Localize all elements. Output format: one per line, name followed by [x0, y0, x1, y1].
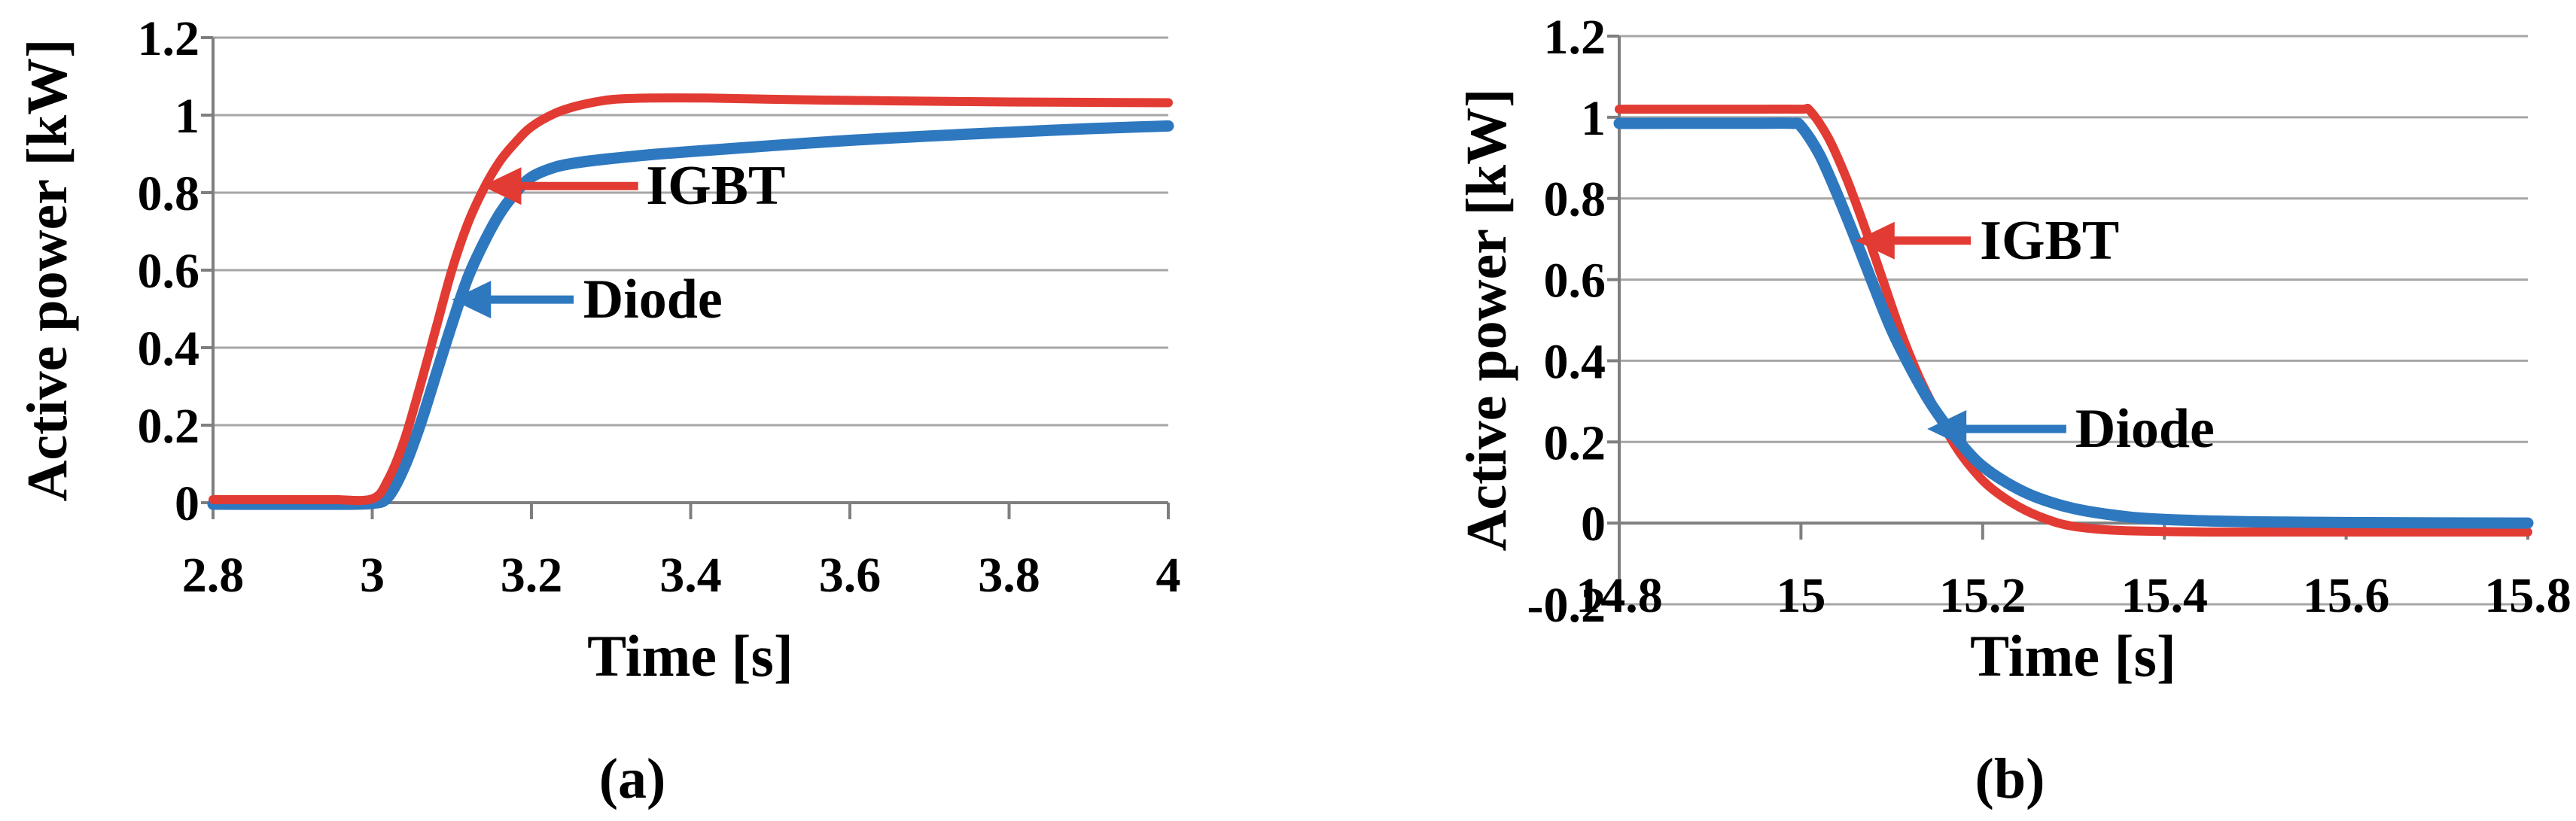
chart-b-x-tick-label: 14.8 [1576, 568, 1663, 623]
chart-a-x-tick-label: 2.8 [182, 548, 245, 603]
chart-b-y-axis-title: Active power [kW] [1455, 88, 1518, 552]
series-label-diode-b: Diode [2075, 398, 2215, 461]
chart-b-y-tick-label: 1 [1581, 91, 1606, 146]
chart-a-x-tick-label: 3.8 [978, 548, 1040, 603]
chart-b-y-tick-label: 0.2 [1544, 415, 1606, 470]
chart-a-y-tick-label: 1 [175, 89, 199, 144]
chart-b-y-tick-label: 0.8 [1544, 172, 1606, 227]
chart-a-x-tick-label: 3.6 [819, 548, 882, 603]
chart-b-x-axis-title: Time [s] [1970, 623, 2176, 689]
chart-a-y-axis-title: Active power [kW] [16, 38, 79, 502]
chart-a-y-tick-label: 0.2 [138, 399, 200, 454]
chart-a-x-tick-label: 3.2 [501, 548, 563, 603]
chart-b-y-tick-label: 1.2 [1544, 10, 1606, 65]
chart-a-igbt-arrowhead [482, 167, 522, 205]
chart-a-x-axis-title: Time [s] [587, 623, 793, 689]
chart-b-series-diode-curve [1613, 117, 2534, 529]
chart-b-diode-arrowhead [1927, 410, 1967, 449]
series-label-igbt-b: IGBT [1980, 209, 2120, 272]
chart-b-y-tick-label: 0.4 [1544, 334, 1606, 389]
chart-a-y-tick-label: 0.6 [138, 244, 200, 299]
series-label-igbt-a: IGBT [646, 155, 786, 217]
subfigure-a-caption: (a) [598, 747, 666, 810]
subfigure-b-caption: (b) [1975, 747, 2045, 810]
chart-a-x-tick-label: 4 [1156, 548, 1181, 603]
chart-b-x-tick-label: 15.8 [2484, 568, 2571, 623]
chart-b-igbt-arrowhead [1855, 221, 1895, 260]
chart-b-y-tick-label: 0 [1581, 497, 1606, 552]
chart-a-x-tick-label: 3.4 [659, 548, 722, 603]
chart-a-series-igbt-curve [209, 93, 1173, 506]
series-label-diode-a: Diode [583, 269, 723, 331]
chart-a-x-tick-label: 3 [360, 548, 385, 603]
chart-b-y-tick-label: -0.2 [1527, 578, 1606, 633]
chart-b-series-igbt-curve [1615, 103, 2532, 537]
chart-a-y-tick-label: 0.4 [138, 321, 200, 376]
chart-b-x-tick-label: 15.4 [2121, 568, 2208, 623]
chart-a-y-tick-label: 0.8 [138, 166, 200, 221]
chart-b-y-tick-label: 0.6 [1544, 254, 1606, 309]
chart-a-diode-arrowhead [452, 281, 492, 319]
chart-b-x-tick-label: 15.6 [2303, 568, 2390, 623]
chart-a-y-tick-label: 1.2 [138, 11, 200, 66]
chart-b-x-tick-label: 15 [1776, 568, 1825, 623]
chart-a-y-tick-label: 0 [175, 476, 199, 531]
chart-b-x-tick-label: 15.2 [1939, 568, 2026, 623]
